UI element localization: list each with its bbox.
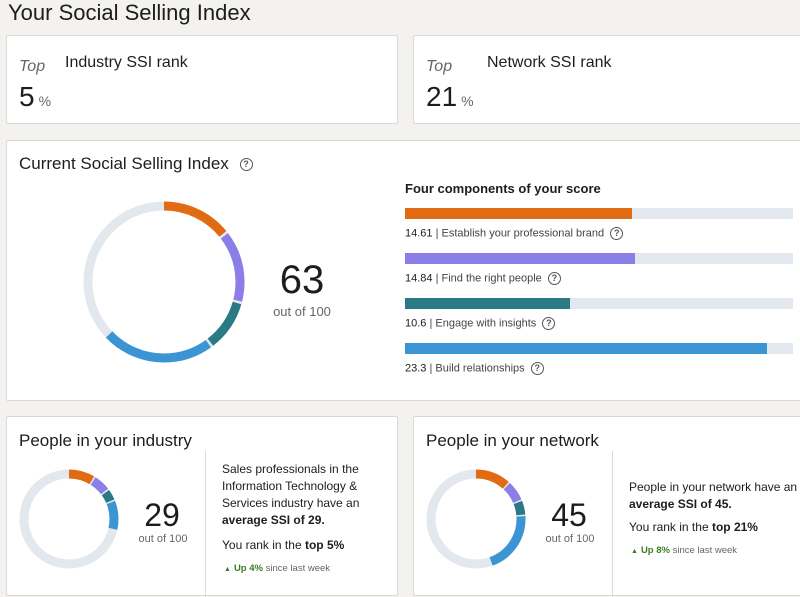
network-rank-card: Top Network SSI rank 21%: [413, 35, 800, 124]
relationships-value: 23.3: [405, 362, 427, 375]
industry-average: average SSI of 29.: [222, 513, 325, 527]
network-out-of: out of 100: [545, 533, 595, 545]
current-ssi-out-of: out of 100: [273, 304, 331, 319]
brand-segment: [19, 469, 119, 569]
network-rank-number: 21: [426, 81, 458, 112]
network-trend: ▲ Up 8% since last week: [631, 545, 737, 556]
network-summary-text: People in your network have an: [629, 480, 798, 494]
network-donut: [426, 469, 526, 569]
relationships-segment: [426, 469, 526, 569]
industry-rank-bold: top 5%: [304, 538, 345, 552]
brand-segment: [83, 201, 245, 363]
industry-rank-card: Top Industry SSI rank 5%: [6, 35, 398, 124]
people-segment: [83, 201, 245, 363]
network-rank-title: Network SSI rank: [487, 54, 612, 71]
relationships-bar-fill: [405, 343, 767, 354]
industry-divider: [205, 451, 206, 597]
relationships-label: 23.3 | Build relationships ?: [405, 362, 544, 375]
current-ssi-score: 63: [279, 258, 325, 302]
question-circle-icon[interactable]: ?: [610, 227, 624, 240]
insights-bar-fill: [405, 298, 570, 309]
industry-people-title: People in your industry: [19, 431, 192, 450]
network-people-title: People in your network: [426, 431, 599, 450]
relationships-segment: [19, 469, 119, 569]
question-circle-icon[interactable]: ?: [530, 362, 544, 375]
industry-rank-title: Industry SSI rank: [65, 54, 188, 71]
network-rank-value: 21%: [426, 81, 474, 113]
question-circle-icon[interactable]: ?: [547, 272, 561, 285]
up-arrow-icon: ▲: [631, 548, 638, 555]
insights-bar: [405, 298, 793, 309]
brand-segment: [426, 469, 526, 569]
network-trend-rest: since last week: [672, 545, 738, 556]
industry-rank-value: 5%: [19, 81, 51, 113]
network-rank-unit: %: [461, 93, 474, 109]
industry-summary-text: Sales professionals in the Information T…: [222, 462, 360, 510]
network-rank-pre: You rank in the: [629, 520, 709, 534]
industry-score: 29: [144, 497, 180, 533]
industry-summary: Sales professionals in the Information T…: [222, 461, 382, 529]
brand-bar-fill: [405, 208, 632, 219]
current-ssi-title: Current Social Selling Index ?: [19, 154, 253, 174]
network-score: 45: [551, 497, 587, 533]
industry-rank-line: You rank in the top 5%: [222, 537, 392, 554]
insights-label: 10.6 | Engage with insights ?: [405, 317, 556, 330]
relationships-label-text: | Build relationships: [429, 362, 525, 375]
network-divider: [612, 451, 613, 597]
industry-rank-top-label: Top: [19, 58, 46, 75]
people-bar-fill: [405, 253, 636, 264]
network-rank-bold: top 21%: [711, 520, 758, 534]
people-label-text: | Find the right people: [435, 272, 542, 285]
network-summary: People in your network have an average S…: [629, 479, 799, 513]
insights-value: 10.6: [405, 317, 427, 330]
network-trend-up: Up 8%: [640, 545, 670, 556]
brand-label: 14.61 | Establish your professional bran…: [405, 227, 624, 240]
insights-label-text: | Engage with insights: [429, 317, 537, 330]
page-title: Your Social Selling Index: [8, 0, 251, 25]
current-ssi-donut: [83, 201, 245, 363]
people-label: 14.84 | Find the right people ?: [405, 272, 561, 285]
question-circle-icon[interactable]: ?: [239, 158, 253, 172]
industry-people-card: People in your industry 29 out of 100 Sa…: [6, 416, 398, 597]
current-ssi-card: Current Social Selling Index ? 63 out of…: [6, 140, 800, 401]
industry-rank-number: 5: [19, 81, 35, 112]
up-arrow-icon: ▲: [224, 566, 231, 573]
components-title: Four components of your score: [405, 181, 601, 196]
industry-trend-up: Up 4%: [233, 563, 263, 574]
brand-label-text: | Establish your professional brand: [435, 227, 605, 240]
brand-value: 14.61: [405, 227, 433, 240]
current-ssi-title-text: Current Social Selling Index: [19, 154, 229, 173]
people-bar: [405, 253, 793, 264]
network-average: average SSI of 45.: [629, 497, 732, 511]
network-people-card: People in your network 45 out of 100 Peo…: [413, 416, 800, 597]
question-circle-icon[interactable]: ?: [542, 317, 556, 330]
industry-trend: ▲ Up 4% since last week: [224, 563, 330, 574]
network-rank-top-label: Top: [426, 58, 453, 75]
relationships-segment: [83, 201, 245, 363]
industry-rank-unit: %: [38, 93, 52, 109]
relationships-bar: [405, 343, 793, 354]
industry-rank-pre: You rank in the: [222, 538, 302, 552]
network-rank-line: You rank in the top 21%: [629, 519, 799, 536]
brand-bar: [405, 208, 793, 219]
people-value: 14.84: [405, 272, 433, 285]
industry-donut: [19, 469, 119, 569]
industry-out-of: out of 100: [138, 533, 188, 545]
industry-trend-rest: since last week: [265, 563, 331, 574]
